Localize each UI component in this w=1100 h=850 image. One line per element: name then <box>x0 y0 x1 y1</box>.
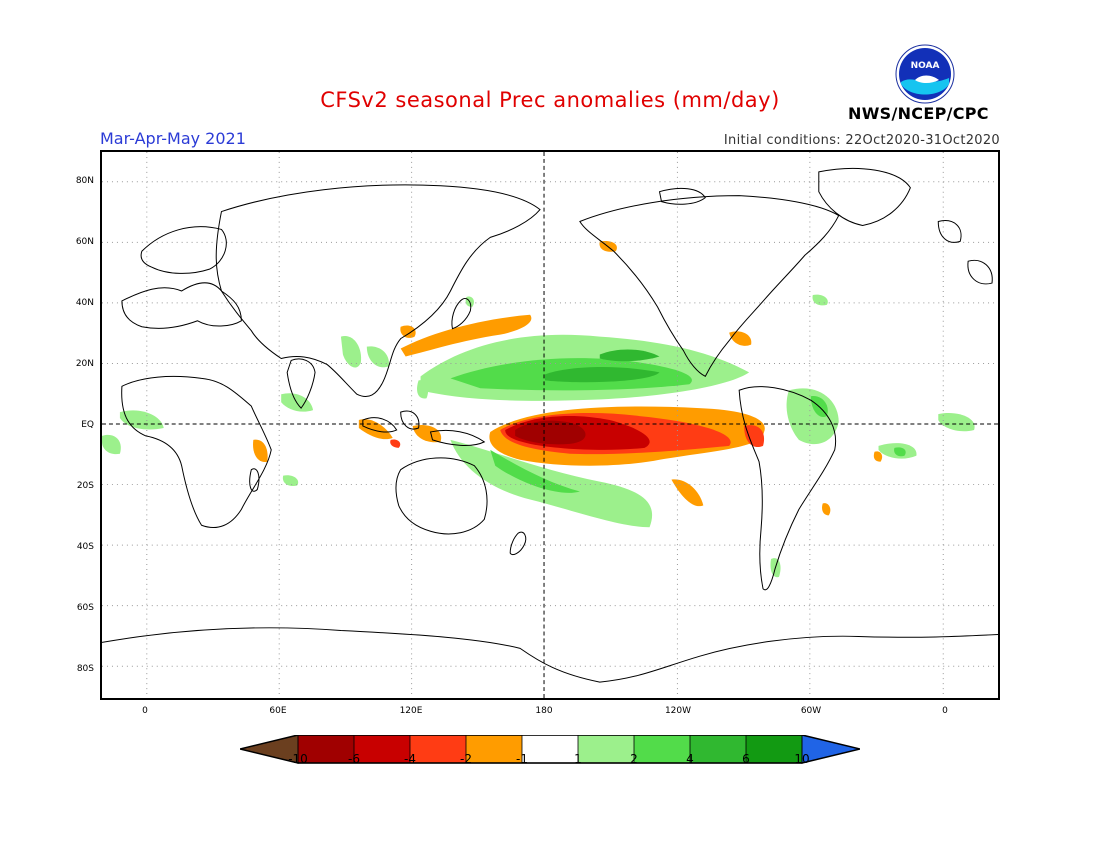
lat-label-60s: 60S <box>64 603 94 613</box>
colorbar-label-minus2: -2 <box>451 752 481 766</box>
colorbar-label-1: 1 <box>563 752 593 766</box>
lat-label-80s: 80S <box>64 664 94 674</box>
lon-label-180: 180 <box>524 706 564 716</box>
colorbar-label-10: 10 <box>787 752 817 766</box>
lat-label-80n: 80N <box>64 176 94 186</box>
precip-anomaly-map <box>100 150 1000 700</box>
lat-label-20s: 20S <box>64 481 94 491</box>
lon-label-60e: 60E <box>258 706 298 716</box>
chart-title: CFSv2 seasonal Prec anomalies (mm/day) <box>230 88 870 112</box>
colorbar-label-2: 2 <box>619 752 649 766</box>
lon-label-60w: 60W <box>791 706 831 716</box>
lat-label-40s: 40S <box>64 542 94 552</box>
colorbar-label-4: 4 <box>675 752 705 766</box>
initial-conditions-label: Initial conditions: 22Oct2020-31Oct2020 <box>724 133 1000 148</box>
lon-label-0-east: 0 <box>925 706 965 716</box>
colorbar-label-6: 6 <box>731 752 761 766</box>
colorbar <box>240 735 860 775</box>
colorbar-label-minus10: -10 <box>283 752 313 766</box>
noaa-logo: NOAA <box>895 44 955 104</box>
season-label: Mar-Apr-May 2021 <box>100 129 246 148</box>
colorbar-label-minus1: -1 <box>507 752 537 766</box>
lon-label-0-west: 0 <box>125 706 165 716</box>
lat-label-40n: 40N <box>64 298 94 308</box>
colorbar-label-minus4: -4 <box>395 752 425 766</box>
lon-label-120w: 120W <box>658 706 698 716</box>
agency-label: NWS/NCEP/CPC <box>848 104 989 123</box>
lat-label-60n: 60N <box>64 237 94 247</box>
lon-label-120e: 120E <box>391 706 431 716</box>
lat-label-20n: 20N <box>64 359 94 369</box>
logo-text: NOAA <box>911 61 940 71</box>
lat-label-eq: EQ <box>64 420 94 430</box>
colorbar-label-minus6: -6 <box>339 752 369 766</box>
